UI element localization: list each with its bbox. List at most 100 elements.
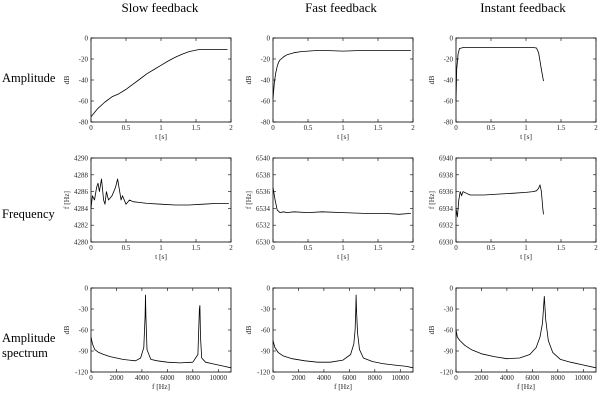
y-tick-label: -60	[261, 327, 271, 335]
panel-freq-instant: 0 0.5 1 1.5 2 6930 6932 6934 6936 6938 6940 t [s] f …	[427, 155, 598, 262]
x-axis-label: f [Hz]	[334, 382, 352, 391]
y-tick-label: 0	[450, 285, 454, 293]
y-tick-label: -60	[444, 98, 454, 106]
x-tick-label: 10000	[210, 374, 228, 382]
x-tick-label: 2000	[291, 374, 306, 382]
x-tick-label: 2	[411, 124, 415, 132]
x-tick-label: 8000	[551, 374, 566, 382]
series-line	[272, 294, 414, 369]
x-axis-label: f [Hz]	[152, 382, 170, 391]
column-title-slow: Slow feedback	[122, 0, 199, 15]
x-tick-label: 0	[454, 244, 458, 252]
y-tick-label: -80	[444, 119, 454, 127]
y-tick-label: 6934	[439, 205, 454, 213]
y-tick-label: -30	[261, 306, 271, 314]
y-tick-label: -60	[79, 98, 89, 106]
row-label-spectrum-line2: spectrum	[2, 346, 48, 360]
y-tick-label: 0	[85, 285, 89, 293]
x-tick-label: 2000	[109, 374, 124, 382]
x-tick-label: 1.5	[192, 124, 201, 132]
x-tick-label: 6000	[160, 374, 175, 382]
y-tick-label: 6530	[256, 239, 271, 247]
panel-freq-fast: 0 0.5 1 1.5 2 6530 6532 6534 6536 6538 6540 t [s] f …	[244, 155, 415, 262]
y-tick-label: -80	[261, 119, 271, 127]
x-tick-label: 2	[229, 124, 233, 132]
x-tick-label: 0	[271, 124, 275, 132]
axes-box	[455, 37, 597, 123]
x-tick-label: 0	[89, 374, 93, 382]
y-tick-label: 0	[85, 35, 89, 43]
x-tick-label: 4000	[135, 374, 150, 382]
y-tick-label: -90	[444, 348, 454, 356]
y-tick-label: 4282	[74, 222, 89, 230]
y-tick-label: -40	[79, 77, 89, 85]
x-tick-label: 1.5	[557, 244, 566, 252]
y-tick-label: -60	[444, 327, 454, 335]
x-axis-label: f [Hz]	[517, 382, 535, 391]
y-tick-label: 6534	[256, 205, 271, 213]
x-tick-label: 1	[524, 124, 528, 132]
y-tick-label: -120	[257, 369, 270, 377]
x-axis-label: t [s]	[337, 252, 349, 261]
x-tick-label: 6000	[342, 374, 357, 382]
y-tick-label: -40	[444, 77, 454, 85]
axes-box	[90, 287, 232, 373]
x-tick-label: 1	[524, 244, 528, 252]
y-tick-label: 4290	[74, 155, 89, 163]
y-tick-label: 6940	[439, 155, 454, 163]
y-tick-label: -20	[444, 56, 454, 64]
y-tick-label: -20	[261, 56, 271, 64]
x-tick-label: 2	[229, 244, 233, 252]
axes-box	[455, 287, 597, 373]
x-tick-label: 1	[159, 124, 163, 132]
y-tick-label: 4286	[74, 188, 89, 196]
series-line	[90, 294, 232, 369]
y-tick-label: 6930	[439, 239, 454, 247]
y-tick-label: 4284	[74, 205, 89, 213]
axes-box	[272, 157, 414, 243]
x-tick-label: 1.5	[374, 244, 383, 252]
x-tick-label: 10000	[575, 374, 593, 382]
y-axis-label: dB	[427, 326, 436, 335]
x-tick-label: 2	[594, 124, 598, 132]
panel-amp-instant: 0 0.5 1 1.5 2 -80 -60 -40 -20 0 t [s] dB	[427, 35, 598, 142]
x-tick-label: 0.5	[304, 124, 313, 132]
y-tick-label: -30	[79, 306, 89, 314]
x-tick-label: 8000	[368, 374, 383, 382]
series-line	[90, 49, 228, 118]
x-tick-label: 0.5	[122, 124, 131, 132]
x-tick-label: 1.5	[192, 244, 201, 252]
panel-amp-fast: 0 0.5 1 1.5 2 -80 -60 -40 -20 0 t [s] dB	[244, 35, 415, 142]
panel-spec-slow: 0 2000 4000 6000 8000 10000 -120 -90 -60 -30 0 f [H…	[62, 285, 232, 391]
x-tick-label: 6000	[525, 374, 540, 382]
y-tick-label: -90	[79, 348, 89, 356]
x-tick-label: 0.5	[487, 244, 496, 252]
y-tick-label: -90	[261, 348, 271, 356]
x-tick-label: 10000	[392, 374, 410, 382]
panel-spec-instant: 0 2000 4000 6000 8000 10000 -120 -90 -60 -30 0 f [H…	[427, 285, 597, 391]
panel-freq-slow: 0 0.5 1 1.5 2 4280 4282 4284 4286 4288 4290 t [s] f …	[62, 155, 233, 262]
x-tick-label: 0	[89, 244, 93, 252]
y-tick-label: 6938	[439, 171, 454, 179]
x-tick-label: 0.5	[304, 244, 313, 252]
y-axis-label: f [Hz]	[244, 191, 253, 209]
x-tick-label: 4000	[317, 374, 332, 382]
axes-box	[90, 37, 232, 123]
y-tick-label: -120	[75, 369, 88, 377]
axes-box	[455, 157, 597, 243]
x-axis-label: t [s]	[520, 132, 532, 141]
x-axis-label: t [s]	[520, 252, 532, 261]
x-tick-label: 0.5	[487, 124, 496, 132]
y-tick-label: 0	[450, 35, 454, 43]
x-axis-label: t [s]	[337, 132, 349, 141]
y-tick-label: 6538	[256, 171, 271, 179]
column-title-fast: Fast feedback	[305, 0, 377, 15]
y-axis-label: dB	[62, 76, 71, 85]
y-tick-label: 6536	[256, 188, 271, 196]
x-tick-label: 0	[271, 374, 275, 382]
y-tick-label: 0	[267, 35, 271, 43]
x-tick-label: 0	[454, 124, 458, 132]
series-line	[272, 187, 411, 215]
y-tick-label: -40	[261, 77, 271, 85]
